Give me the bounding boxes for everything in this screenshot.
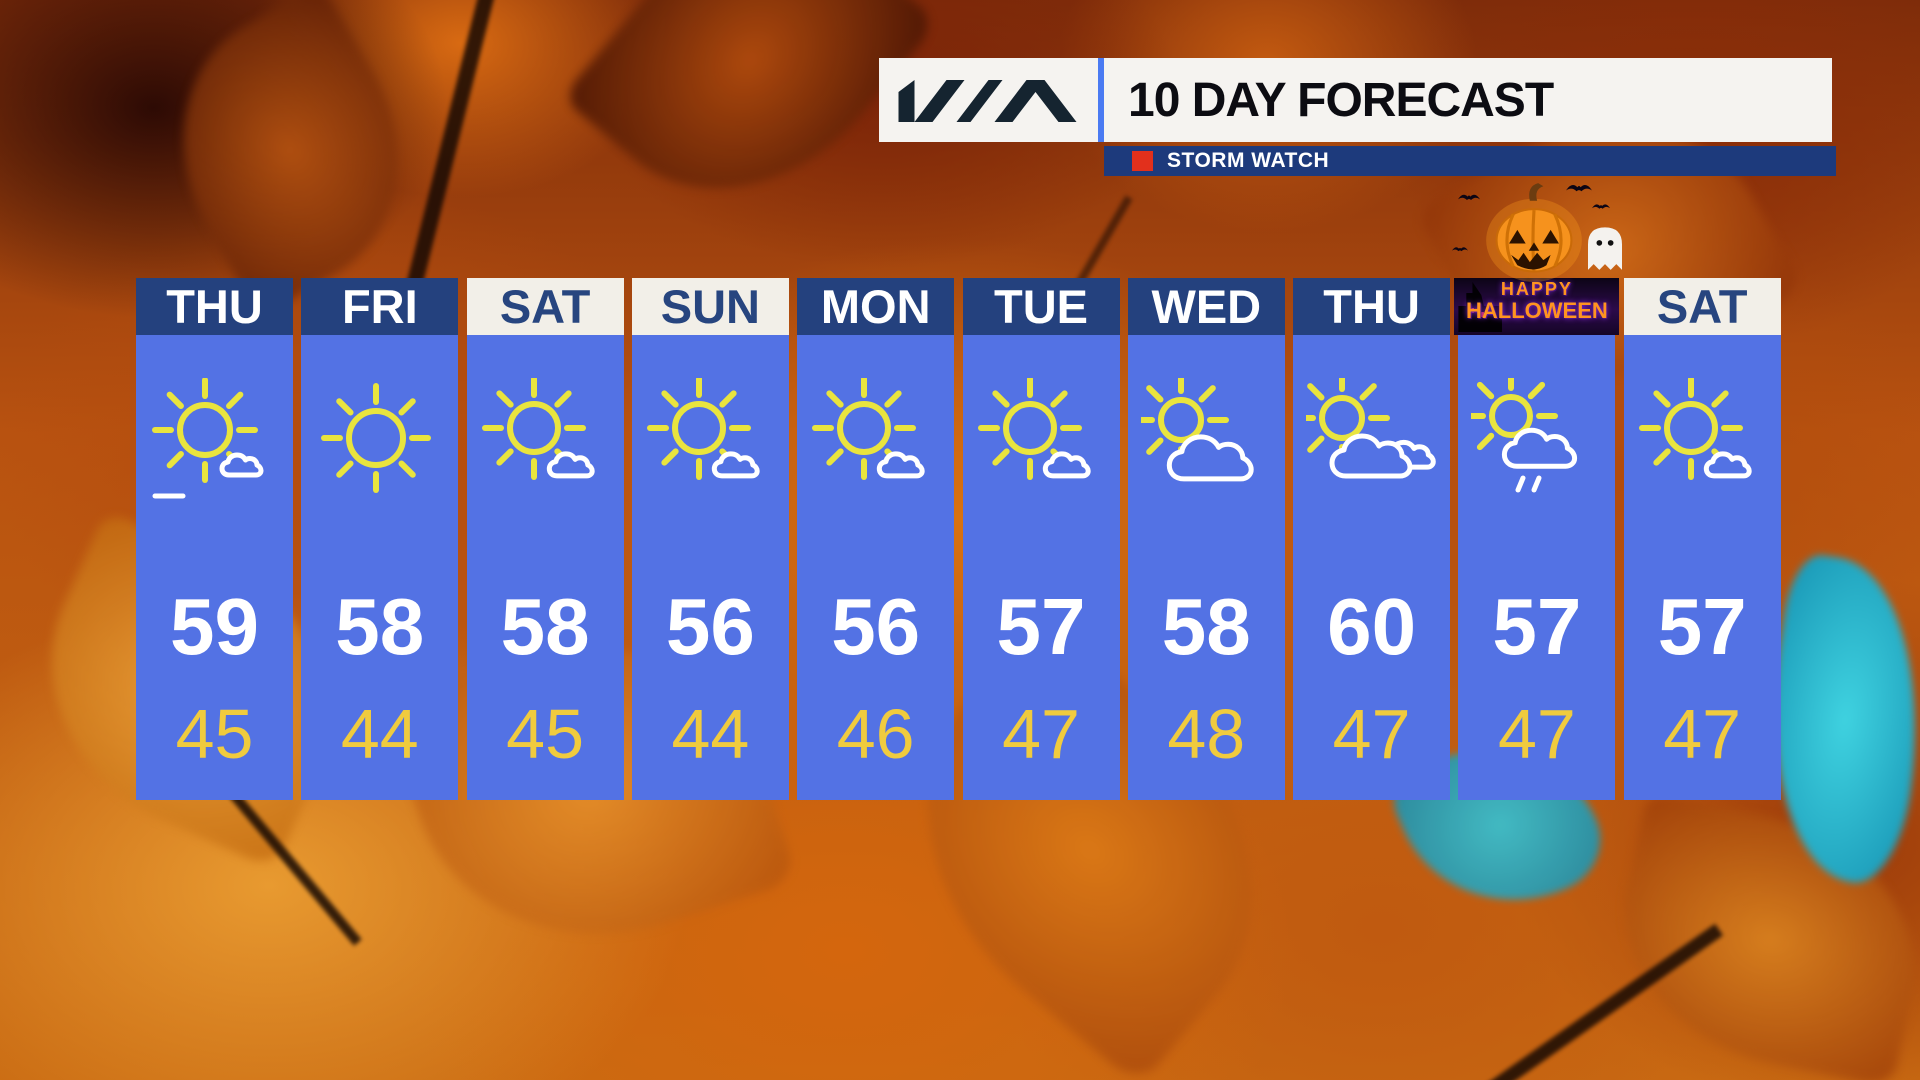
- column-body: [797, 335, 955, 800]
- day-label: WED: [1127, 278, 1285, 335]
- halloween-line2: HALLOWEEN: [1466, 297, 1608, 323]
- sun-cloud-drizzle-icon: [1471, 378, 1601, 493]
- high-temp: 57: [996, 582, 1086, 671]
- high-temp: 56: [665, 582, 755, 671]
- column-body: [1127, 335, 1285, 800]
- high-temp: 59: [170, 582, 259, 671]
- storm-watch-banner: STORM WATCH: [1104, 146, 1836, 176]
- day-label: THU: [1293, 278, 1451, 335]
- forecast-column-10: SAT 57 47: [1623, 278, 1781, 800]
- day-label: TUE: [962, 278, 1120, 335]
- high-temp: 57: [1657, 582, 1747, 671]
- day-label: MON: [797, 278, 955, 335]
- low-temp: 46: [836, 695, 915, 773]
- sun-small-cloud-icon: [481, 378, 610, 480]
- sunny-icon: [321, 383, 432, 493]
- kia-logo-icon: [898, 80, 1077, 122]
- house-window: [1470, 308, 1475, 313]
- day-label: SAT: [1623, 278, 1781, 335]
- low-temp: 45: [175, 695, 254, 773]
- forecast-column-1: THU 59 45: [136, 278, 293, 800]
- low-temp: 45: [506, 695, 585, 773]
- forecast-column-3: SAT 58 45: [466, 278, 624, 800]
- forecast-column-8: THU 60 47: [1293, 278, 1451, 800]
- red-square-icon: [1132, 151, 1153, 171]
- sun-small-cloud-icon: [646, 378, 775, 480]
- high-temp: 58: [335, 582, 425, 671]
- forecast-title-box: 10 DAY FORECAST: [1104, 58, 1832, 142]
- ghost-icon: [1588, 227, 1623, 270]
- column-body: [1293, 335, 1451, 800]
- day-label: SUN: [631, 278, 789, 335]
- halloween-graphic: HAPPY HALLOWEEN: [1452, 183, 1623, 335]
- low-temp: 47: [1332, 695, 1411, 773]
- sun-two-clouds-icon: [1306, 378, 1436, 513]
- high-temp: 58: [1161, 582, 1251, 671]
- bat-icon: [1458, 190, 1481, 208]
- high-temp: 56: [831, 582, 921, 671]
- column-body: [962, 335, 1120, 800]
- page-title: 10 DAY FORECAST: [1128, 73, 1554, 127]
- forecast-column-2: FRI 58 44: [301, 278, 459, 800]
- low-temp: 44: [671, 695, 750, 773]
- day-label: SAT: [466, 278, 624, 335]
- halloween-text: HAPPY HALLOWEEN: [1454, 280, 1619, 322]
- day-label: THU: [136, 278, 293, 335]
- halloween-line1: HAPPY: [1500, 279, 1573, 299]
- high-temp: 58: [500, 582, 590, 671]
- jack-o-lantern-icon: [1486, 183, 1583, 282]
- bat-icon: [1452, 240, 1469, 258]
- house-window: [1480, 312, 1485, 317]
- column-body: [1458, 335, 1616, 800]
- forecast-column-6: TUE 57 47: [962, 278, 1120, 800]
- cloud-sun-peek-icon: [1140, 378, 1271, 513]
- sun-dash-cloud-icon: [152, 378, 279, 499]
- sun-small-cloud-icon: [1638, 378, 1767, 480]
- storm-watch-label: STORM WATCH: [1167, 149, 1330, 172]
- low-temp: 44: [340, 695, 419, 773]
- low-temp: 47: [1002, 695, 1080, 773]
- low-temp: 48: [1167, 695, 1246, 773]
- sun-small-cloud-icon: [812, 378, 940, 480]
- bat-icon: [1592, 198, 1611, 216]
- column-body: [631, 335, 789, 800]
- header-divider: [1098, 58, 1104, 142]
- high-temp: 60: [1327, 582, 1417, 671]
- bat-icon: [1566, 182, 1593, 200]
- forecast-column-5: MON 56 46: [797, 278, 955, 800]
- sun-small-cloud-icon: [977, 378, 1106, 480]
- kia-logo-box: [879, 58, 1098, 142]
- forecast-column-9: HAPPY HALLOWEEN 57 47: [1452, 183, 1623, 800]
- day-label: FRI: [301, 278, 459, 335]
- column-body: [1623, 335, 1781, 800]
- low-temp: 47: [1497, 695, 1576, 773]
- low-temp: 47: [1663, 695, 1742, 773]
- forecast-column-4: SUN 56 44: [631, 278, 789, 800]
- high-temp: 57: [1492, 582, 1582, 671]
- forecast-column-7: WED 58 48: [1127, 278, 1285, 800]
- column-body: [466, 335, 624, 800]
- column-body: [136, 335, 293, 800]
